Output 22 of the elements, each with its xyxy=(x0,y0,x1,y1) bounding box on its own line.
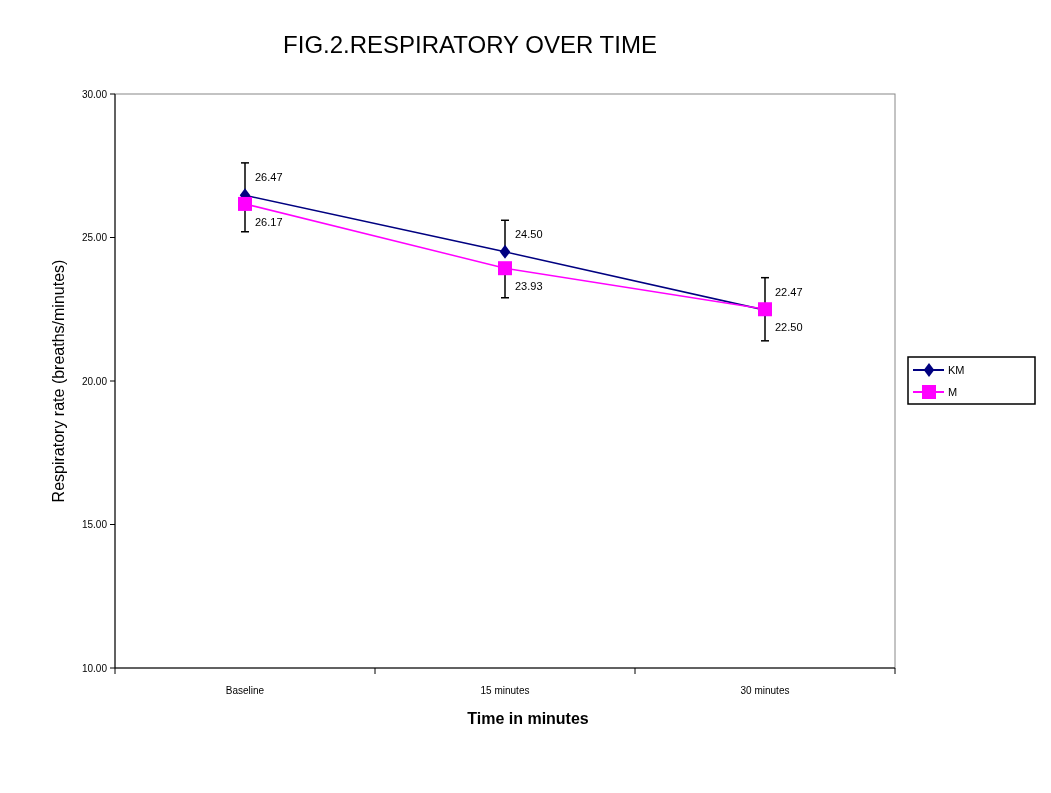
data-label: 24.50 xyxy=(515,227,543,240)
y-tick-label: 25.00 xyxy=(81,232,108,243)
y-tick-label: 15.00 xyxy=(81,519,108,530)
x-tick-label: 30 minutes xyxy=(740,685,790,696)
x-tick-label: 15 minutes xyxy=(480,685,530,696)
y-tick-label: 30.00 xyxy=(81,88,108,100)
legend-label: KM xyxy=(948,363,965,376)
point xyxy=(238,196,252,211)
point xyxy=(499,244,511,259)
data-label: 22.50 xyxy=(775,321,803,334)
chart-title: FIG.2.RESPIRATORY OVER TIME xyxy=(283,31,657,58)
y-axis-title: Respiratory rate (breaths/minutes) xyxy=(50,259,67,503)
y-tick-label: 10.00 xyxy=(81,662,108,674)
data-label: 26.17 xyxy=(255,215,283,228)
legend-label: M xyxy=(948,385,958,398)
data-label: 26.47 xyxy=(255,171,283,184)
y-tick-label: 20.00 xyxy=(81,375,108,387)
x-tick-label: Baseline xyxy=(225,685,265,696)
point xyxy=(498,261,512,276)
data-label: 22.47 xyxy=(775,286,803,299)
data-label: 23.93 xyxy=(515,280,543,293)
x-axis-title: Time in minutes xyxy=(467,710,589,727)
